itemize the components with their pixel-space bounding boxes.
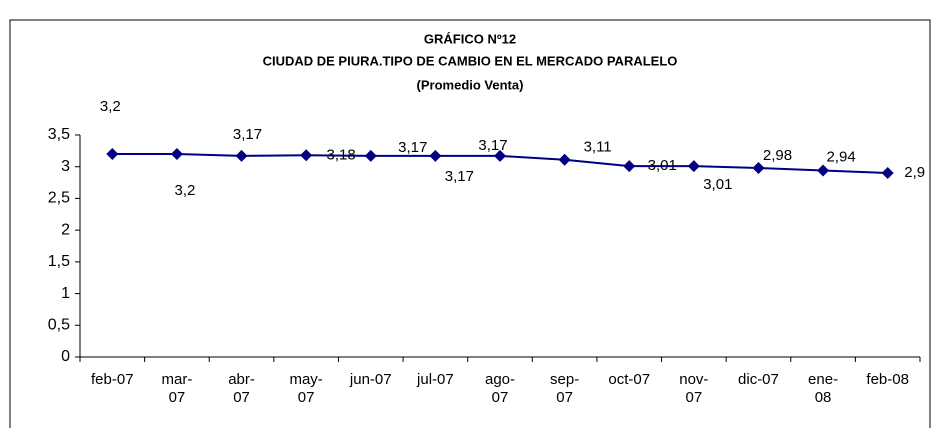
chart-title: GRÁFICO Nº12 xyxy=(424,31,516,46)
marker xyxy=(170,148,183,161)
x-tick-label: nov-07 xyxy=(679,371,709,406)
data-label: 3,01 xyxy=(648,157,677,174)
y-tick-label: 1 xyxy=(61,285,70,302)
marker xyxy=(623,160,636,173)
y-tick-label: 2 xyxy=(61,221,70,238)
marker xyxy=(558,153,571,166)
chart-note: (Promedio Venta) xyxy=(417,77,524,92)
data-label: 3,18 xyxy=(327,146,356,163)
x-tick-label: abr-07 xyxy=(228,371,255,406)
marker xyxy=(364,149,377,162)
y-tick-label: 2,5 xyxy=(48,190,70,207)
x-tick-label: mar-07 xyxy=(161,371,193,406)
marker xyxy=(817,164,830,177)
marker xyxy=(752,161,765,174)
data-label: 3,2 xyxy=(174,182,195,199)
marker xyxy=(494,149,506,162)
data-label: 3,11 xyxy=(584,139,612,156)
y-tick-label: 1,5 xyxy=(48,253,70,270)
chart-frame xyxy=(9,19,931,428)
data-label: 3,17 xyxy=(398,139,427,156)
x-tick-label: oct-07 xyxy=(608,371,651,388)
data-label: 3,01 xyxy=(703,176,732,193)
x-tick-label: ago-07 xyxy=(484,371,516,406)
y-tick-label: 3,5 xyxy=(48,126,70,143)
x-tick-label: jul-07 xyxy=(417,371,454,388)
x-tick-label: ene-08 xyxy=(808,371,839,406)
x-tick-label: feb-07 xyxy=(91,371,134,388)
data-label: 3,17 xyxy=(478,137,507,154)
y-tick-label: 0 xyxy=(61,348,70,365)
x-tick-label: sep-07 xyxy=(550,371,580,406)
marker xyxy=(429,149,442,162)
marker xyxy=(687,160,700,173)
data-label: 2,94 xyxy=(826,148,855,165)
marker xyxy=(106,148,119,161)
x-tick-label: feb-08 xyxy=(866,371,909,388)
x-tick-label: jun-07 xyxy=(349,371,392,388)
marker xyxy=(300,149,313,162)
y-tick-label: 0,5 xyxy=(48,317,70,334)
data-label: 2,9 xyxy=(904,164,925,181)
data-label: 3,17 xyxy=(233,126,262,143)
x-tick-label: may-07 xyxy=(289,371,323,406)
data-label: 2,98 xyxy=(763,147,792,164)
x-tick-label: dic-07 xyxy=(738,371,779,388)
chart-subtitle: CIUDAD DE PIURA.TIPO DE CAMBIO EN EL MER… xyxy=(263,53,678,68)
y-tick-label: 3 xyxy=(61,158,70,175)
marker xyxy=(235,149,248,162)
data-label: 3,17 xyxy=(445,168,474,185)
data-label: 3,2 xyxy=(100,98,121,115)
marker xyxy=(881,167,894,180)
